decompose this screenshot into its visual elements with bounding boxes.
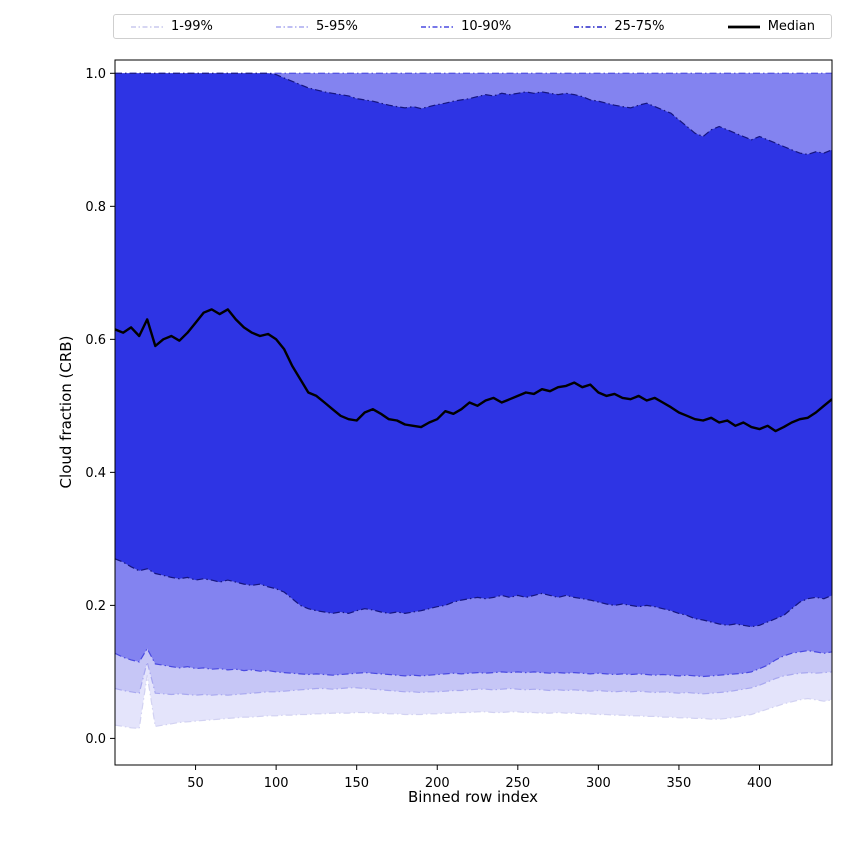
x-tick-label: 350 bbox=[667, 776, 692, 791]
x-tick-label: 100 bbox=[264, 776, 289, 791]
legend-label-25-75: 25-75% bbox=[614, 19, 665, 34]
axes-frame bbox=[114, 59, 833, 766]
x-tick-label: 200 bbox=[425, 776, 450, 791]
band-edge-1-99%-lo bbox=[115, 675, 832, 730]
legend-swatch-1-99-icon bbox=[131, 25, 163, 28]
y-tick-label: 1.0 bbox=[85, 67, 106, 82]
band-area-25-75% bbox=[115, 73, 832, 627]
plot-area bbox=[115, 72, 832, 730]
x-tick-label: 400 bbox=[747, 776, 772, 791]
legend-item-5-95: 5-95% bbox=[275, 19, 358, 34]
x-tick-label: 300 bbox=[586, 776, 611, 791]
y-tick-label: 0.8 bbox=[85, 200, 106, 215]
band-edge-10-90%-lo bbox=[115, 647, 832, 678]
x-tick-label: 150 bbox=[344, 776, 369, 791]
y-tick-label: 0.0 bbox=[85, 732, 106, 747]
y-tick-label: 0.6 bbox=[85, 333, 106, 348]
x-tick-label: 50 bbox=[187, 776, 204, 791]
legend-swatch-10-90-icon bbox=[421, 25, 454, 28]
legend-swatch-5-95-icon bbox=[276, 25, 309, 28]
legend: 1-99% 5-95% 10-90% 25-75% Median bbox=[113, 14, 832, 39]
legend-swatch-25-75-icon bbox=[574, 25, 607, 28]
band-edge-25-75%-hi bbox=[115, 72, 832, 156]
legend-item-10-90: 10-90% bbox=[420, 19, 511, 34]
x-tick-label: 250 bbox=[505, 776, 530, 791]
legend-item-25-75: 25-75% bbox=[573, 19, 665, 34]
x-axis-label: Binned row index bbox=[407, 788, 539, 806]
legend-item-median: Median bbox=[727, 19, 815, 34]
median-line bbox=[115, 308, 832, 433]
legend-label-median: Median bbox=[767, 19, 815, 34]
legend-item-1-99: 1-99% bbox=[130, 19, 213, 34]
y-tick-label: 0.4 bbox=[85, 466, 106, 481]
band-edge-5-95%-lo bbox=[115, 661, 832, 696]
legend-label-10-90: 10-90% bbox=[461, 19, 512, 34]
legend-label-1-99: 1-99% bbox=[171, 19, 213, 34]
legend-label-5-95: 5-95% bbox=[316, 19, 358, 34]
legend-swatch-median-icon bbox=[727, 25, 760, 28]
y-tick-label: 0.2 bbox=[85, 599, 106, 614]
